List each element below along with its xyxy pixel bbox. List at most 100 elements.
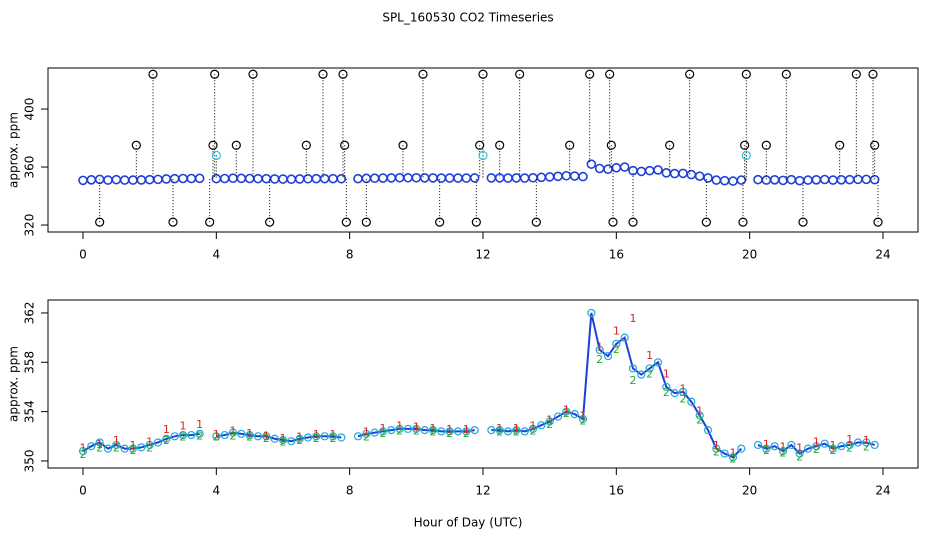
data-symbol: 1 xyxy=(780,440,787,453)
x-tick-label: 0 xyxy=(79,484,87,498)
data-symbol: 1 xyxy=(796,442,803,455)
y-tick-label: 400 xyxy=(23,98,37,121)
outlier-point xyxy=(515,69,525,79)
data-point xyxy=(753,440,763,450)
data-point xyxy=(319,173,330,184)
outlier-point xyxy=(95,217,105,227)
data-point xyxy=(120,444,129,453)
data-symbol: 1 xyxy=(613,324,620,337)
data-point xyxy=(403,424,413,433)
data-point xyxy=(820,439,829,448)
data-point xyxy=(762,444,771,453)
data-point xyxy=(111,174,122,185)
data-symbol: 1 xyxy=(163,423,170,436)
data-point xyxy=(570,409,579,419)
data-point xyxy=(370,428,379,437)
outlier-point xyxy=(606,140,616,150)
data-point xyxy=(603,164,613,175)
data-point xyxy=(453,427,463,436)
data-symbol: 1 xyxy=(213,428,220,441)
data-symbol: 2 xyxy=(163,434,170,447)
data-point xyxy=(519,173,530,183)
outlier-point xyxy=(585,69,595,79)
data-symbol: 1 xyxy=(463,423,470,436)
data-point xyxy=(678,387,688,396)
data-symbol: 2 xyxy=(430,426,437,439)
data-point xyxy=(78,447,88,456)
data-point xyxy=(287,437,296,446)
data-point xyxy=(853,438,863,447)
outlier-point xyxy=(231,140,241,150)
data-point xyxy=(153,174,163,185)
outlier-point xyxy=(531,217,541,227)
outlier-point xyxy=(851,69,861,79)
data-symbol: 2 xyxy=(96,442,103,455)
x-tick-label: 0 xyxy=(79,248,87,262)
data-symbol: 2 xyxy=(280,435,287,448)
data-point xyxy=(144,174,155,185)
data-point xyxy=(778,175,788,186)
outlier-point xyxy=(131,140,141,150)
data-symbol: 1 xyxy=(696,405,703,418)
data-symbol: 1 xyxy=(513,422,520,435)
data-symbol: 1 xyxy=(396,419,403,432)
data-point xyxy=(528,424,538,433)
data-point xyxy=(786,174,797,185)
data-point xyxy=(337,433,346,442)
data-point xyxy=(569,171,580,181)
data-point xyxy=(269,174,280,184)
outlier-point xyxy=(685,69,695,79)
data-symbol: 2 xyxy=(663,386,670,399)
data-symbol: 2 xyxy=(780,447,787,460)
data-point xyxy=(137,443,146,452)
data-point xyxy=(453,173,463,183)
data-point xyxy=(503,427,513,436)
data-symbol: 2 xyxy=(713,445,720,458)
data-point xyxy=(278,174,288,184)
data-symbol: 1 xyxy=(813,435,820,448)
data-point xyxy=(845,440,854,450)
data-point xyxy=(78,175,88,186)
data-symbol: 1 xyxy=(730,447,737,460)
data-symbol: 1 xyxy=(546,413,553,426)
x-tick-label: 8 xyxy=(346,248,354,262)
data-symbol: 2 xyxy=(680,392,687,405)
y-tick-label: 320 xyxy=(23,214,37,237)
data-point xyxy=(678,168,688,179)
data-point xyxy=(162,434,171,443)
data-symbol: 1 xyxy=(296,431,303,444)
data-point xyxy=(228,173,238,184)
data-symbol: 2 xyxy=(380,427,387,440)
data-symbol: 2 xyxy=(196,429,203,442)
data-point xyxy=(303,433,313,442)
outlier-point xyxy=(340,140,350,150)
data-point xyxy=(212,432,221,441)
data-symbol: 1 xyxy=(230,424,237,437)
outlier-point xyxy=(265,217,275,227)
data-symbol: 1 xyxy=(363,426,370,439)
data-symbol: 1 xyxy=(330,428,337,441)
data-point xyxy=(170,432,179,441)
data-point xyxy=(819,174,830,185)
data-point xyxy=(561,170,572,181)
data-point xyxy=(320,432,329,441)
data-point xyxy=(662,382,671,392)
data-point xyxy=(178,173,188,184)
data-point xyxy=(278,435,288,445)
data-point xyxy=(153,438,163,447)
data-symbol: 1 xyxy=(446,423,453,436)
data-point xyxy=(428,426,438,435)
data-point xyxy=(645,364,654,373)
chart-title: SPL_160530 CO2 Timeseries xyxy=(382,11,553,25)
data-point xyxy=(712,444,721,453)
outlier-point xyxy=(341,217,351,227)
data-symbol: 1 xyxy=(563,403,570,416)
data-point xyxy=(770,442,779,451)
data-point xyxy=(303,173,313,184)
data-symbol: 1 xyxy=(630,312,637,325)
data-point xyxy=(270,434,279,443)
data-point xyxy=(728,453,738,462)
data-point xyxy=(86,174,97,185)
data-symbol: 1 xyxy=(596,340,603,353)
